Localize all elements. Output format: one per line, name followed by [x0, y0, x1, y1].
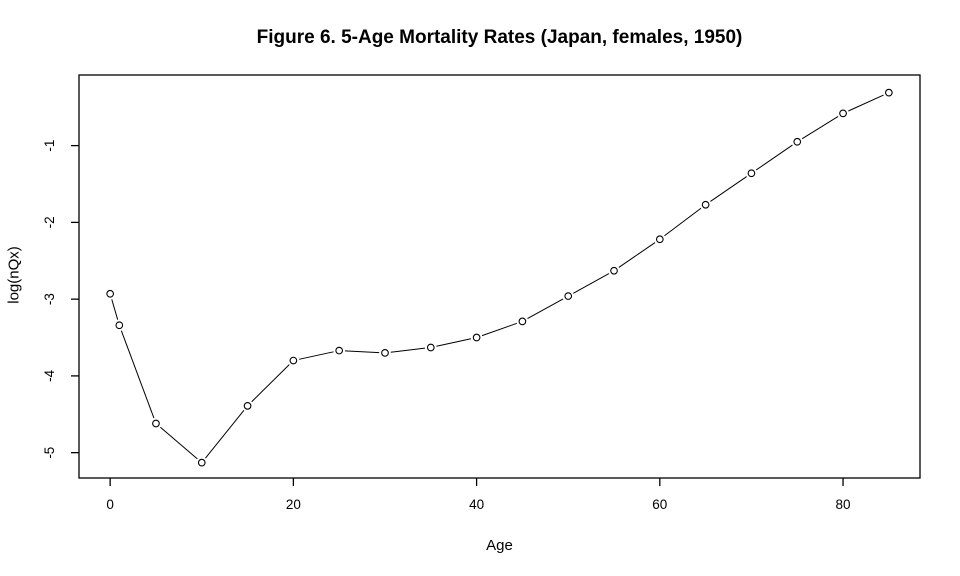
series-segment [755, 144, 793, 171]
data-point-marker [152, 419, 160, 428]
series-segment [251, 364, 290, 403]
x-tick-label: 20 [286, 497, 301, 512]
data-point-marker [106, 289, 114, 298]
data-point-marker [335, 346, 344, 355]
data-point-marker [243, 401, 252, 410]
y-tick-label: -4 [42, 369, 57, 381]
series-segment [848, 94, 884, 112]
series-segment [390, 347, 426, 353]
x-tick-label: 60 [652, 497, 667, 512]
data-point-marker [381, 349, 389, 357]
y-tick-label: -1 [42, 140, 57, 152]
data-point-marker [793, 137, 802, 146]
x-tick-label: 0 [106, 497, 114, 512]
plot-box [78, 74, 921, 479]
data-point-marker [885, 88, 893, 97]
data-point-marker [289, 356, 298, 365]
series-segment [710, 176, 747, 202]
series-segment [120, 330, 155, 419]
series-segment [573, 273, 610, 294]
data-point-marker [747, 169, 756, 178]
data-point-marker [610, 266, 618, 275]
data-point-marker [564, 292, 573, 300]
y-tick-label: -2 [42, 216, 57, 228]
x-axis-label: Age [486, 537, 513, 554]
data-point-marker [472, 333, 481, 342]
y-tick-label: -5 [42, 447, 57, 459]
series-segment [664, 207, 702, 237]
data-point-marker [518, 317, 527, 326]
series-segment [618, 242, 656, 268]
data-point-marker [197, 458, 206, 467]
series-segment [801, 116, 839, 140]
chart-title: Figure 6. 5-Age Mortality Rates (Japan, … [256, 27, 743, 48]
data-point-marker [426, 343, 435, 352]
x-tick-label: 40 [469, 497, 484, 512]
data-point-marker [655, 235, 664, 244]
series-segment [527, 298, 564, 320]
data-point-marker [115, 321, 124, 330]
series-segment [160, 426, 198, 460]
series-segment [344, 350, 380, 354]
y-tick-label: -3 [42, 293, 57, 305]
series-segment [436, 338, 472, 347]
series-segment [298, 351, 334, 360]
data-point-marker [839, 109, 847, 118]
series-segment [111, 299, 119, 320]
series-segment [205, 410, 245, 459]
series-segment [481, 322, 518, 337]
data-point-marker [701, 200, 710, 209]
x-tick-label: 80 [836, 497, 851, 512]
